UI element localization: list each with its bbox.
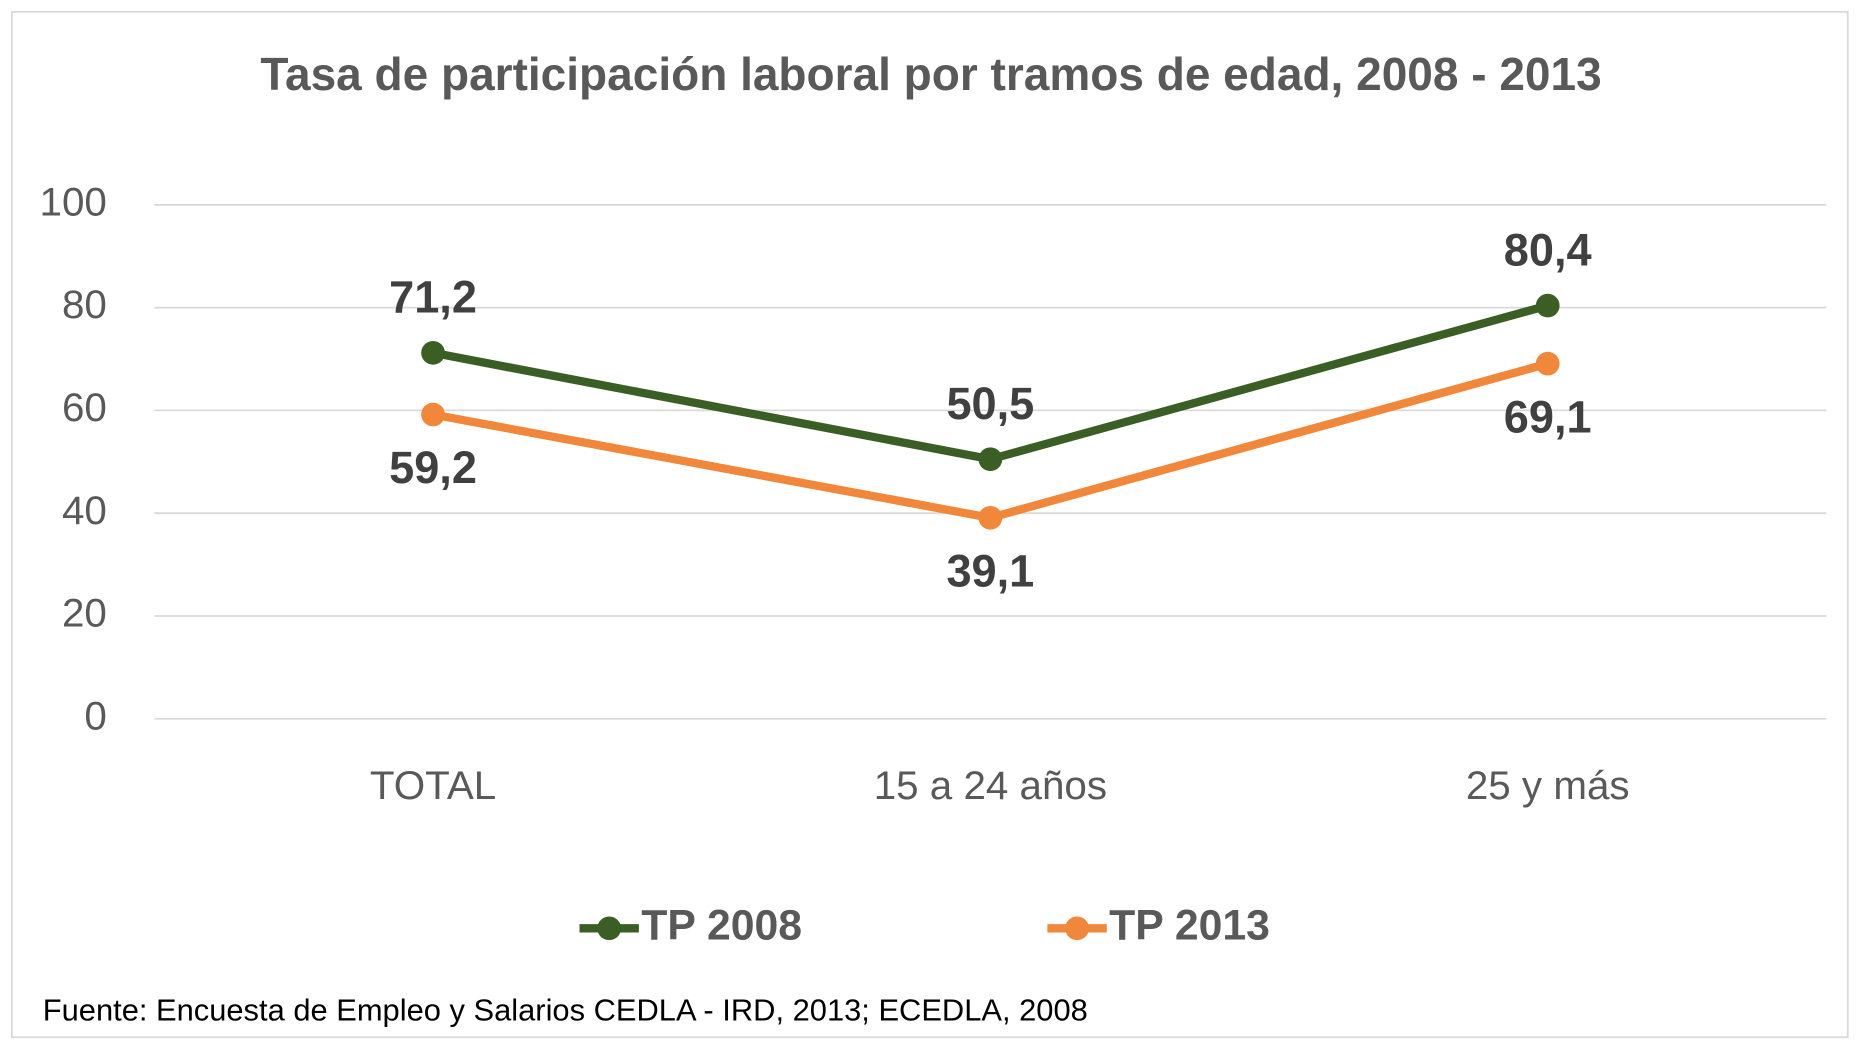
point	[421, 402, 445, 427]
x-tick-label: 15 a 24 años	[874, 763, 1107, 808]
chart-title: Tasa de participación laboral por tramos…	[260, 48, 1602, 100]
legend-marker	[1065, 916, 1089, 941]
y-tick-label: 80	[62, 282, 107, 327]
data-label: 50,5	[946, 378, 1034, 429]
y-tick-label: 60	[62, 385, 107, 430]
point	[978, 447, 1003, 472]
y-tick-label: 100	[40, 180, 107, 225]
point	[421, 341, 445, 365]
y-tick-label: 40	[62, 488, 107, 533]
chart-border	[10, 10, 1849, 1039]
source-note: Fuente: Encuesta de Empleo y Salarios CE…	[43, 993, 1088, 1028]
x-tick-label: 25 y más	[1466, 763, 1630, 808]
data-label: 39,1	[946, 546, 1034, 597]
data-label: 59,2	[389, 442, 477, 493]
data-label: 69,1	[1504, 391, 1592, 442]
data-label: 80,4	[1504, 224, 1592, 275]
data-label: 71,2	[389, 272, 477, 323]
point	[1535, 351, 1560, 376]
legend-label: TP 2008	[641, 902, 802, 950]
y-tick-label: 0	[84, 693, 106, 738]
y-tick-label: 20	[62, 591, 107, 636]
point	[1535, 293, 1560, 318]
x-tick-label: TOTAL	[370, 763, 496, 808]
legend-marker	[597, 916, 622, 941]
point	[978, 505, 1003, 530]
legend-label: TP 2013	[1109, 902, 1270, 950]
